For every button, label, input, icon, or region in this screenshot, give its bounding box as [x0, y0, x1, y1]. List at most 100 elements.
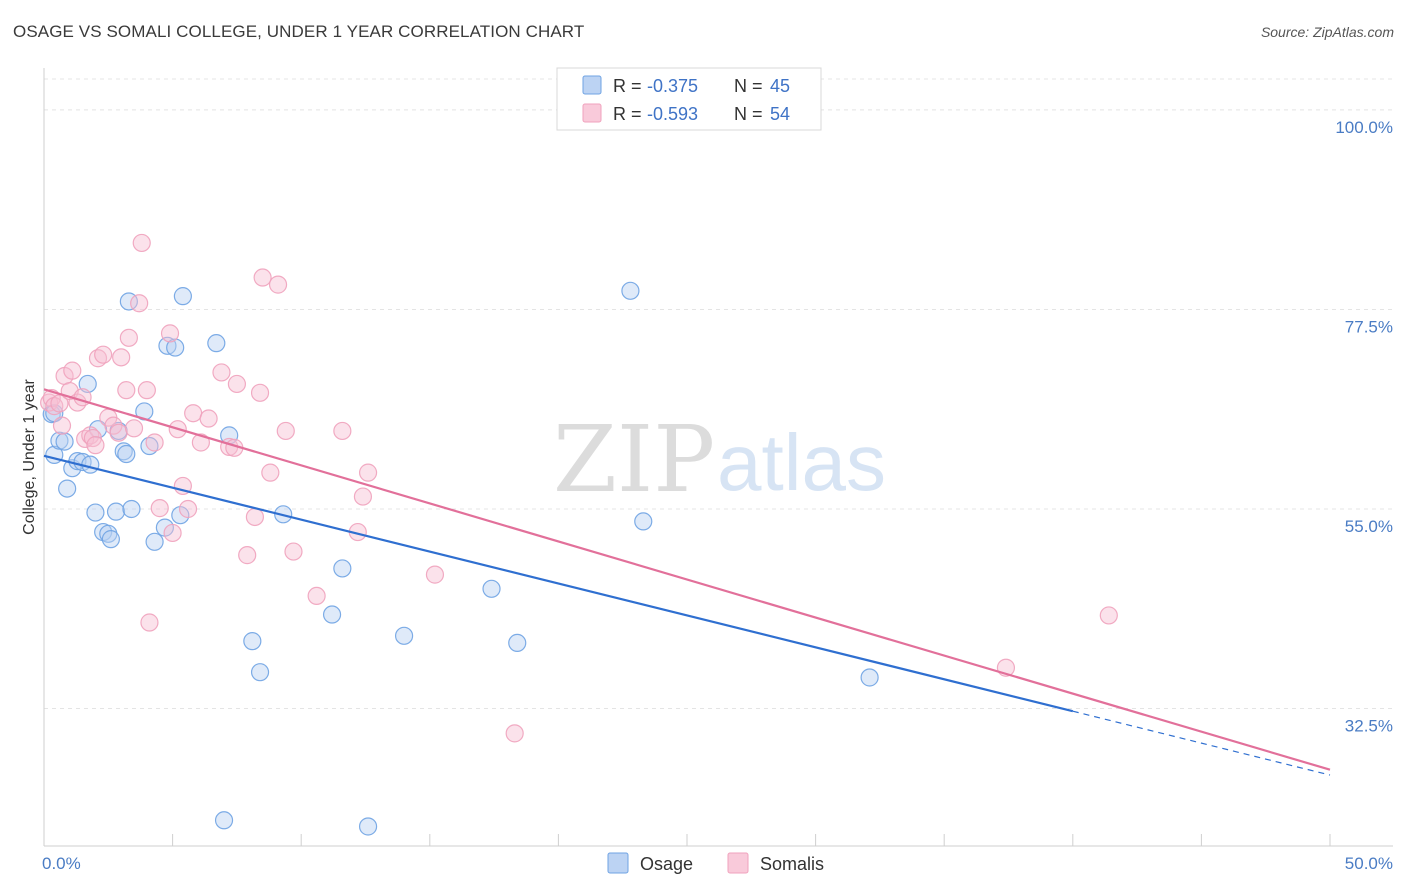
- somalis-point: [52, 416, 72, 435]
- osage-point: [106, 502, 126, 521]
- osage-point: [250, 663, 270, 682]
- somalis-point: [94, 345, 113, 364]
- somalis-point: [124, 419, 144, 438]
- somalis-point: [425, 565, 445, 584]
- somalis-point: [163, 523, 182, 543]
- osage-point: [207, 334, 226, 353]
- x-tick-label-max: 50.0%: [1345, 854, 1393, 873]
- somalis-point: [83, 428, 102, 448]
- legend-osage-n-value: 45: [770, 76, 790, 96]
- watermark: ZIP atlas: [553, 406, 886, 513]
- legend-top: R = -0.375 N = 45 R = -0.593 N = 54: [556, 67, 822, 131]
- somalis-point: [76, 429, 95, 449]
- legend-somalis-r-value: -0.593: [647, 104, 698, 124]
- somalis-point: [333, 421, 352, 441]
- somalis-point: [353, 487, 373, 506]
- legend-osage-r-label: R =: [613, 76, 642, 96]
- somalis-point: [88, 349, 108, 368]
- somalis-point: [132, 233, 151, 253]
- osage-point: [214, 811, 234, 830]
- somalis-point: [130, 294, 149, 313]
- legend-osage-r-value: -0.375: [647, 76, 698, 96]
- x-ticks: [43, 834, 1331, 846]
- osage-point: [322, 605, 342, 624]
- legend-osage-n-label: N =: [734, 76, 763, 96]
- osage-point: [122, 499, 141, 519]
- somalis-point: [109, 423, 128, 442]
- somalis-point: [178, 499, 198, 519]
- somalis-point: [86, 436, 105, 455]
- somalis-point: [268, 275, 288, 294]
- osage-point: [81, 455, 100, 474]
- somalis-point: [117, 381, 136, 400]
- somalis-point: [112, 348, 131, 367]
- trendlines: [43, 388, 1331, 776]
- osage-trendline: [43, 454, 1074, 713]
- source-label: Source: ZipAtlas.com: [1260, 24, 1394, 40]
- axes: [43, 68, 1393, 847]
- bottom-legend-somalis-swatch: [727, 852, 749, 874]
- somalis-point: [358, 463, 378, 482]
- somalis-point: [63, 361, 82, 380]
- osage-point: [634, 512, 653, 531]
- y-axis-label: College, Under 1 year: [21, 379, 38, 535]
- bottom-legend-somalis-label: Somalis: [760, 854, 824, 874]
- somalis-point: [253, 268, 272, 287]
- somalis-point: [505, 724, 524, 743]
- osage-point: [145, 532, 164, 551]
- x-tick-label-min: 0.0%: [42, 854, 81, 873]
- osage-point: [50, 431, 69, 450]
- y-tick-label: 55.0%: [1345, 517, 1393, 536]
- somalis-point: [284, 542, 303, 561]
- watermark-zip: ZIP: [553, 406, 715, 513]
- osage-point: [58, 479, 77, 498]
- osage-points: [42, 281, 879, 836]
- somalis-point: [238, 546, 257, 565]
- somalis-point: [137, 381, 156, 400]
- osage-trendline-extension: [1072, 710, 1331, 776]
- somalis-point: [119, 328, 138, 347]
- somalis-point: [212, 363, 231, 382]
- osage-point: [621, 281, 640, 300]
- somalis-point: [140, 613, 159, 632]
- osage-point: [333, 559, 352, 578]
- y-tick-labels: 32.5% 55.0% 77.5% 100.0%: [1335, 118, 1393, 736]
- osage-point: [358, 817, 378, 836]
- osage-point: [860, 668, 879, 687]
- legend-osage-swatch: [582, 75, 602, 95]
- osage-point: [482, 579, 501, 598]
- somalis-point: [227, 374, 246, 394]
- osage-point: [166, 338, 185, 357]
- somalis-trendline: [43, 388, 1331, 771]
- osage-point: [140, 436, 159, 456]
- somalis-point: [307, 586, 326, 606]
- legend-somalis-swatch: [582, 103, 602, 123]
- osage-point: [101, 530, 120, 549]
- legend-somalis-r-label: R =: [613, 104, 642, 124]
- somalis-point: [81, 426, 100, 445]
- osage-point: [117, 444, 136, 464]
- osage-point: [86, 503, 105, 522]
- osage-point: [394, 626, 414, 645]
- osage-point: [508, 633, 527, 653]
- osage-point: [114, 442, 133, 461]
- somalis-point: [184, 404, 203, 423]
- bottom-legend-osage-swatch: [607, 852, 629, 874]
- watermark-atlas: atlas: [717, 418, 886, 507]
- somalis-point: [199, 409, 218, 428]
- somalis-point: [261, 463, 280, 482]
- y-tick-label: 100.0%: [1335, 118, 1393, 137]
- somalis-point: [1099, 606, 1118, 625]
- y-tick-label: 77.5%: [1345, 317, 1393, 336]
- somalis-point: [191, 433, 210, 452]
- y-tick-label: 32.5%: [1345, 717, 1393, 736]
- somalis-point: [250, 383, 270, 402]
- somalis-point: [276, 421, 295, 441]
- osage-point: [243, 632, 262, 651]
- somalis-point: [45, 397, 64, 416]
- somalis-point: [150, 499, 169, 518]
- somalis-point: [145, 433, 164, 452]
- bottom-legend-osage-label: Osage: [640, 854, 693, 874]
- somalis-point: [160, 324, 180, 343]
